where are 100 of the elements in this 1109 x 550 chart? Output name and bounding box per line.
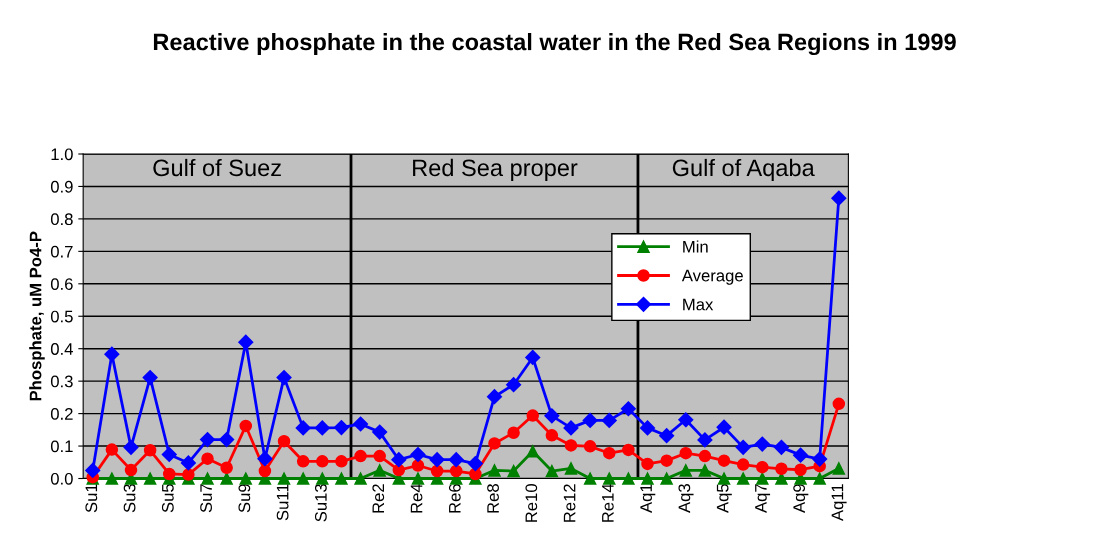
point <box>373 464 386 477</box>
point <box>717 454 731 467</box>
point <box>219 431 235 448</box>
point <box>335 472 348 485</box>
x-tick-label: Re8 <box>487 484 499 513</box>
x-tick-label: Aq9 <box>793 484 809 513</box>
point <box>123 439 139 455</box>
point <box>85 462 101 478</box>
point <box>333 419 350 436</box>
point <box>813 472 826 485</box>
point <box>352 416 369 432</box>
point <box>622 472 635 485</box>
x-tick-label: Re4 <box>410 483 423 513</box>
x-tick-label: Re14 <box>602 483 614 522</box>
legend-label: Max <box>683 298 714 311</box>
point <box>506 377 522 393</box>
annotation: Gulf of Aqaba <box>672 158 815 181</box>
x-tick-label: Aq3 <box>678 484 694 513</box>
y-tick-label: 0.2 <box>50 408 73 420</box>
point <box>773 439 789 455</box>
x-tick-label: Re6 <box>448 484 461 513</box>
point <box>717 472 731 485</box>
x-tick-label: Su3 <box>123 484 136 513</box>
point <box>182 468 195 481</box>
point <box>277 472 291 485</box>
point <box>201 472 214 485</box>
point <box>316 455 329 468</box>
point <box>641 472 654 485</box>
y-tick-label: 0.6 <box>50 278 73 290</box>
point <box>736 472 750 485</box>
point <box>679 446 693 460</box>
point <box>448 452 464 468</box>
point <box>277 434 291 448</box>
point <box>735 439 751 455</box>
point <box>142 370 158 386</box>
point <box>105 443 119 456</box>
point <box>467 456 483 472</box>
annotation: Gulf of Suez <box>153 158 281 177</box>
point <box>641 457 654 471</box>
point <box>526 409 539 422</box>
point <box>775 462 788 476</box>
point <box>220 461 233 475</box>
point <box>486 389 503 405</box>
x-tick-label: Aq5 <box>716 484 732 513</box>
point <box>335 455 348 468</box>
point <box>372 424 388 440</box>
point <box>391 452 407 468</box>
point <box>564 439 578 452</box>
point <box>603 472 616 485</box>
annotation: Red Sea proper <box>413 158 578 181</box>
point <box>238 334 254 350</box>
x-tick-label: Su11 <box>276 484 289 521</box>
point <box>105 472 119 485</box>
point <box>794 463 807 476</box>
point <box>756 460 769 474</box>
point <box>832 462 846 475</box>
point <box>583 472 597 485</box>
point <box>812 451 828 467</box>
point <box>792 447 809 463</box>
point <box>220 472 233 485</box>
point <box>354 449 367 463</box>
point <box>180 455 196 471</box>
point <box>754 436 770 452</box>
point <box>582 412 598 428</box>
x-tick-label: Re10 <box>525 484 538 522</box>
point <box>525 349 541 366</box>
point <box>239 419 253 433</box>
x-tick-label: Su1 <box>85 484 98 513</box>
point <box>583 440 597 453</box>
point <box>199 431 216 448</box>
point <box>239 472 253 485</box>
point <box>601 412 617 428</box>
point <box>832 397 846 411</box>
point <box>488 437 501 450</box>
point <box>526 444 539 458</box>
point <box>756 472 769 485</box>
legend-label: Average <box>681 269 743 285</box>
x-tick-label: Aq1 <box>640 484 656 513</box>
point <box>545 429 559 442</box>
point <box>257 451 273 467</box>
point <box>660 472 673 485</box>
y-tick-label: 1.0 <box>51 148 73 161</box>
point <box>201 452 214 465</box>
y-tick-label: 0.7 <box>50 245 73 258</box>
point <box>736 458 750 471</box>
x-tick-label: Su13 <box>314 484 327 522</box>
point <box>104 346 120 362</box>
point <box>143 444 157 457</box>
point <box>296 472 310 485</box>
point <box>163 467 176 481</box>
y-tick-label: 0.0 <box>50 472 73 485</box>
x-tick-label: Re2 <box>372 484 385 513</box>
point <box>563 420 579 436</box>
point <box>124 463 138 477</box>
point <box>831 190 847 206</box>
point <box>622 443 635 457</box>
point <box>296 455 310 468</box>
legend-label: Min <box>683 240 708 253</box>
point <box>698 449 712 463</box>
point <box>429 452 445 468</box>
